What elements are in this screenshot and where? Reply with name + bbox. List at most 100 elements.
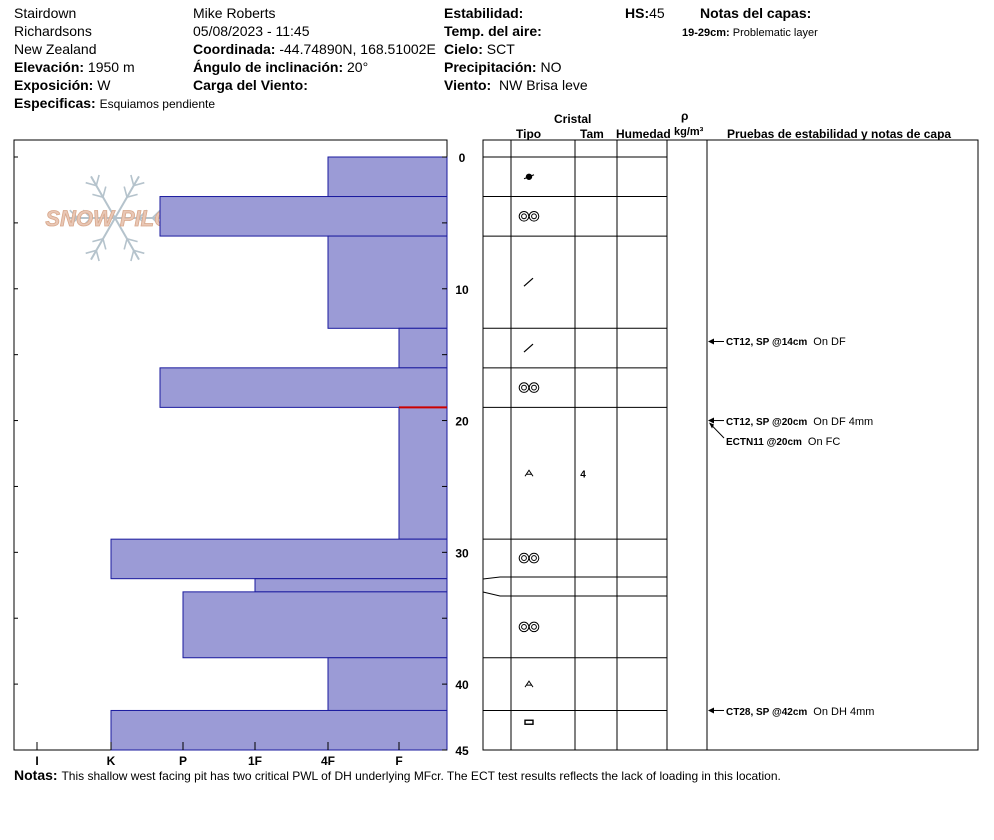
hardness-bar (159, 367, 448, 408)
crystal-symbol-melt-inner (521, 555, 527, 561)
stability-test: ECTN11 @20cm On FC (726, 436, 840, 448)
country: New Zealand (14, 41, 97, 57)
hs: HS:45 (625, 5, 665, 21)
stability-test-note: On DH 4mm (813, 706, 874, 718)
logo-snowflake-branch (85, 249, 97, 255)
logo-snowflake-branch (133, 181, 145, 187)
logo-snowflake-branch (82, 209, 92, 219)
hardness-tick-label: P (179, 754, 187, 768)
col-moisture: Humedad (616, 127, 671, 141)
stability-test-code: CT28, SP @42cm (726, 707, 807, 718)
wind-load-label: Carga del Viento: (193, 77, 308, 93)
precip-value: NO (540, 59, 562, 75)
wind-value: NW Brisa leve (498, 77, 588, 93)
logo-snowflake-branch (130, 174, 135, 186)
crystal-symbol-melt-inner (521, 623, 527, 630)
test-arrow-head (709, 422, 714, 429)
stability-label: Estabilidad: (444, 5, 524, 21)
layer-table-frame (482, 139, 979, 751)
stability-test: CT12, SP @14cm On DF (726, 336, 846, 348)
col-tests: Pruebas de estabilidad y notas de capa (727, 127, 952, 141)
layer-note-range: 19-29cm: (682, 27, 730, 39)
col-type: Tipo (516, 127, 542, 141)
depth-tick-label: 30 (455, 546, 469, 560)
air-temp-label: Temp. del aire: (444, 23, 542, 39)
specifics-value: Esquiamos pendiente (99, 97, 216, 111)
hs-value: 45 (649, 5, 665, 21)
precip-label: Precipitación: (444, 59, 537, 75)
wind-label: Viento: (444, 77, 492, 93)
crystal-symbol-melt-outer (518, 382, 530, 393)
logo-snowflake-branch (123, 186, 128, 198)
slope-label: Ángulo de inclinación: (193, 59, 344, 75)
crystal-symbol-melt-outer (528, 621, 540, 633)
logo-snowflake-branch (69, 209, 79, 219)
col-crystal: Cristal (554, 112, 592, 126)
observer: Mike Roberts (193, 5, 276, 21)
elevation-label: Elevación: (14, 59, 85, 75)
elevation: Elevación: 1950 m (14, 59, 135, 75)
depth-tick-label: 0 (459, 151, 466, 165)
crystal-symbol-mf-crust-line (523, 174, 535, 180)
crystal-symbol-melt-inner (531, 384, 537, 391)
hardness-bar (327, 657, 448, 711)
crystal-symbol-melt-inner (531, 213, 537, 220)
hardness-bar (110, 538, 448, 580)
col-density-unit: kg/m³ (674, 126, 704, 138)
aspect-label: Exposición: (14, 77, 94, 93)
stability-test-code: CT12, SP @14cm (726, 337, 807, 348)
sky-value: SCT (486, 41, 515, 57)
logo-snowflake-branch (126, 193, 138, 198)
aspect: Exposición: W (14, 77, 110, 93)
crystal-symbol-melt-outer (528, 211, 540, 222)
crystal-symbol-rounded-faceted (523, 277, 534, 287)
crystal-symbol-melt-outer (528, 552, 540, 564)
crystal-symbol-rounded-faceted (523, 343, 534, 353)
location-name: Stairdown (14, 5, 77, 21)
logo-snowflake-branch (95, 250, 100, 262)
sky: Cielo: SCT (444, 41, 515, 57)
aspect-value: W (97, 77, 111, 93)
depth-tick-label: 20 (455, 415, 469, 429)
elevation-value: 1950 m (87, 59, 135, 75)
test-arrow-head (708, 707, 714, 714)
crystal-symbol-ice (524, 719, 534, 725)
logo-snowflake-branch (69, 217, 79, 227)
crystal-symbol-depth-hoar (524, 680, 534, 688)
crystal-symbol-melt-inner (521, 384, 527, 391)
crystal-size: 4 (580, 469, 586, 480)
coord-value: -44.74890N, 168.51002E (279, 41, 436, 57)
col-density-symbol: ρ (681, 109, 689, 123)
logo-snowflake-branch (138, 209, 148, 219)
hardness-bar (398, 406, 448, 540)
specifics: Especificas: Esquiamos pendiente (14, 95, 215, 112)
datetime: 05/08/2023 - 11:45 (193, 23, 310, 39)
stability-test-note: On DF (813, 336, 846, 348)
specifics-label: Especificas: (14, 95, 96, 111)
logo-snowflake-branch (138, 217, 148, 227)
logo-snowflake-branch (151, 209, 161, 219)
logo-snowflake-branch (85, 181, 97, 187)
hardness-tick-label: I (35, 754, 38, 768)
depth-tick-label: 45 (455, 744, 469, 758)
crystal-symbol-melt-outer (528, 382, 540, 393)
logo-snowflake-branch (102, 186, 107, 198)
test-arrow-head (708, 417, 714, 424)
crystal-symbol-melt-inner (521, 213, 527, 220)
logo-snowflake-branch (126, 238, 138, 243)
footer-notes: Notas: This shallow west facing pit has … (14, 767, 781, 784)
depth-tick-label: 10 (455, 283, 469, 297)
logo-snowflake-branch (151, 217, 161, 227)
stability-test-code: ECTN11 @20cm (726, 437, 802, 448)
stability-test-code: CT12, SP @20cm (726, 417, 807, 428)
depth-tick-label: 40 (455, 678, 469, 692)
hardness-bar (110, 709, 448, 751)
crystal-symbol-depth-hoar (524, 469, 534, 477)
hardness-bar (398, 327, 448, 369)
hardness-tick-label: 1F (248, 754, 262, 768)
hardness-bar (159, 196, 448, 237)
logo-snowflake-branch (133, 249, 145, 255)
stability-test: CT28, SP @42cm On DH 4mm (726, 706, 874, 718)
hardness-bar (182, 591, 448, 659)
